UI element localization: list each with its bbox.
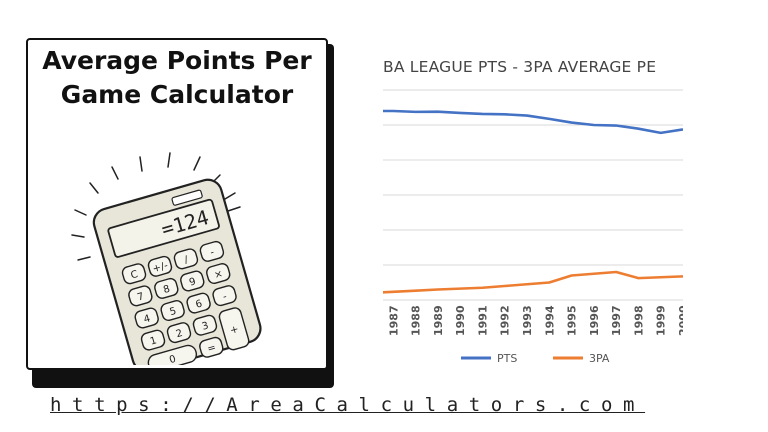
series-line-pts [383, 109, 683, 135]
calculator-key [147, 255, 173, 277]
calculator-key [206, 263, 231, 285]
calculator-illustration: = 1 2 4 C +/- / - 7 8 9 × 4 5 6 - 1 2 3 +0 = [71, 152, 262, 365]
x-tick-label: 1993 [521, 305, 534, 336]
legend-label: 3PA [589, 352, 610, 365]
chart-title: BA LEAGUE PTS - 3PA AVERAGE PE [383, 58, 657, 76]
calculator-key [140, 329, 166, 351]
calculator-key [199, 336, 224, 358]
calculator-key [147, 344, 198, 365]
calculator-key [218, 307, 250, 351]
x-tick-label: 1998 [632, 305, 645, 336]
x-tick-label: 2000 [677, 305, 683, 336]
calculator-key-label: 3 [201, 320, 210, 332]
line-chart: 1986198719881989199019911992199319941995… [383, 89, 683, 365]
calculator-key-label: - [209, 247, 216, 259]
calculator-key-label: 0 [168, 354, 177, 365]
x-tick-label: 1988 [410, 305, 423, 336]
card-title-line2: Game Calculator [60, 80, 294, 109]
calculator-display [107, 198, 220, 258]
calculator-key [154, 277, 179, 299]
footer-url[interactable]: https://AreaCalculators.com [50, 394, 646, 416]
calculator-key-label: 5 [168, 306, 177, 318]
calculator-key [128, 285, 153, 307]
calculator-key-label: / [183, 254, 190, 266]
calculator-key-label: +/- [151, 260, 169, 275]
calculator-key-label: 8 [162, 284, 171, 296]
x-tick-label: 1992 [499, 305, 512, 336]
calculator-key [212, 285, 237, 307]
calculator-key [160, 300, 185, 322]
calculator-key-label: C [130, 269, 140, 282]
calculator-key [180, 270, 205, 292]
calculator-key-label: × [213, 269, 224, 282]
calculator-key-label: - [222, 291, 229, 303]
x-tick-label: 1997 [610, 305, 623, 336]
calculator-key-label: 2 [175, 328, 184, 340]
calculator-key-label: 7 [136, 291, 145, 303]
x-tick-label: 1989 [432, 305, 445, 336]
calculator-keys: C +/- / - 7 8 9 × 4 5 6 - 1 2 3 +0 = [121, 240, 250, 365]
calculator-key [166, 322, 192, 344]
calculator-key-label: 4 [143, 313, 152, 325]
x-tick-label: 1995 [566, 305, 579, 336]
calculator-key-label: 1 [149, 335, 158, 347]
series-line-3pa [383, 270, 683, 294]
calculator-key-label: 6 [194, 298, 203, 310]
x-tick-label: 1999 [655, 305, 668, 336]
calculator-key [192, 314, 218, 336]
calculator-key [199, 240, 225, 262]
card-title: Average Points Per Game Calculator [28, 44, 326, 112]
chart-panel: BA LEAGUE PTS - 3PA AVERAGE PE 198619871… [383, 50, 683, 390]
x-tick-label: 1996 [588, 305, 601, 336]
x-tick-label: 1990 [454, 305, 467, 336]
x-tick-label: 1994 [543, 305, 556, 336]
calculator-key-label: = [206, 342, 217, 355]
calculator-key [186, 292, 211, 314]
calculator-key [121, 263, 147, 285]
calculator-key-label: + [229, 324, 240, 337]
legend-label: PTS [497, 352, 517, 365]
calculator-key [134, 307, 159, 329]
calculator-key-label: 9 [188, 276, 197, 288]
calculator-key [173, 248, 199, 270]
card-title-line1: Average Points Per [42, 46, 312, 75]
x-tick-label: 1991 [476, 305, 489, 336]
x-tick-label: 1987 [387, 305, 400, 336]
